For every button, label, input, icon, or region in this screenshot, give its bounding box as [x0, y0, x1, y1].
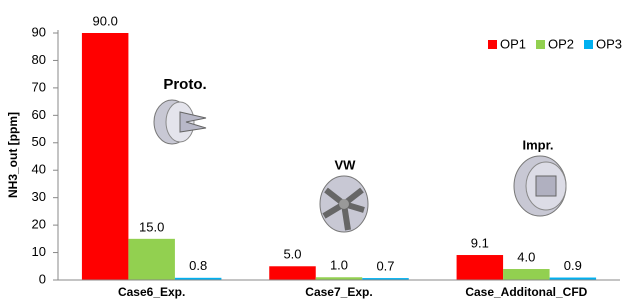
x-tick-label: Case7_Exp.	[305, 285, 372, 299]
value-label: 4.0	[517, 249, 535, 264]
y-tick-label: 0	[39, 271, 46, 286]
y-tick-label: 80	[32, 52, 46, 67]
value-label: 1.0	[330, 258, 348, 273]
y-tick-label: 40	[32, 162, 46, 177]
legend-swatch	[488, 40, 497, 49]
y-tick-label: 50	[32, 134, 46, 149]
value-label: 0.7	[376, 259, 394, 274]
legend-label: OP1	[500, 36, 526, 51]
bar	[269, 266, 316, 280]
mixer-vw	[320, 176, 368, 232]
value-label: 9.1	[471, 235, 489, 250]
y-tick-label: 10	[32, 244, 46, 259]
annotation: Proto.	[163, 76, 206, 93]
bar	[457, 255, 504, 280]
value-label: 90.0	[93, 13, 118, 28]
y-tick-label: 90	[32, 24, 46, 39]
legend-label: OP2	[548, 36, 574, 51]
value-label: 5.0	[283, 247, 301, 262]
mixer-illustrations	[154, 100, 566, 232]
value-label: 0.9	[564, 258, 582, 273]
value-label: 15.0	[139, 219, 164, 234]
chart: NH3_out [ppm] 0 10 20 30 40 50 60 70 80 90 Case6_E…	[0, 0, 637, 300]
x-tick-label: Case6_Exp.	[118, 285, 185, 299]
legend-label: OP3	[596, 36, 622, 51]
y-tick-label: 70	[32, 79, 46, 94]
y-tick-label: 20	[32, 217, 46, 232]
value-label: 0.8	[189, 258, 207, 273]
mixer-proto	[154, 100, 206, 144]
y-tick-label: 60	[32, 107, 46, 122]
y-tick-label: 30	[32, 189, 46, 204]
bar	[82, 33, 128, 280]
annotation: Impr.	[522, 137, 553, 152]
bar	[128, 239, 175, 280]
bar	[503, 269, 550, 280]
annotation: VW	[335, 157, 357, 172]
legend-swatch	[584, 40, 593, 49]
x-tick-label: Case_Additonal_CFD	[465, 285, 587, 299]
legend-swatch	[536, 40, 545, 49]
mixer-impr	[514, 156, 566, 216]
y-axis-label: NH3_out [ppm]	[6, 112, 20, 198]
